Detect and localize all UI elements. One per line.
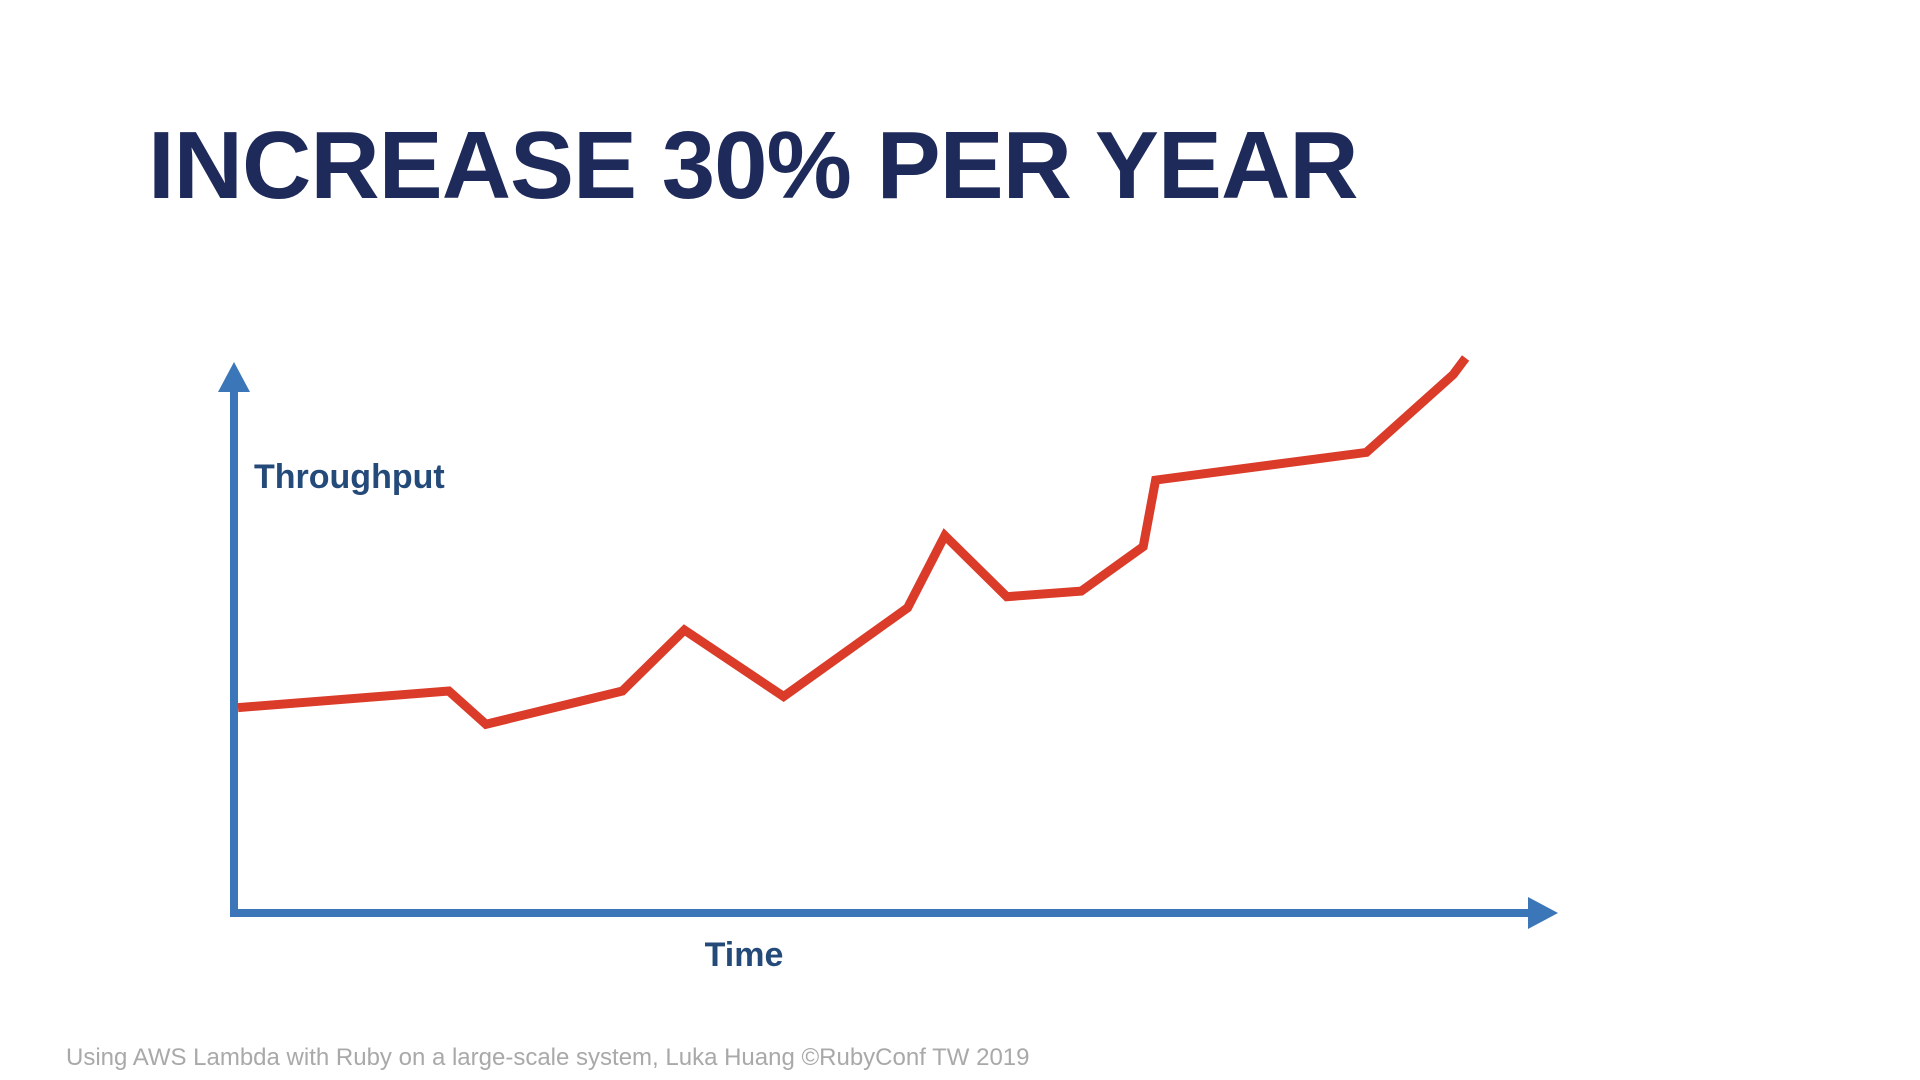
- x-axis-arrowhead: [1528, 897, 1558, 929]
- series-line: [237, 355, 1470, 730]
- y-axis-label: Throughput: [254, 458, 445, 496]
- x-axis-label: Time: [705, 936, 784, 974]
- footer-credit: Using AWS Lambda with Ruby on a large-sc…: [66, 1044, 1030, 1071]
- series-group: [237, 355, 1470, 730]
- slide-title: INCREASE 30% PER YEAR: [148, 112, 1359, 219]
- y-axis-arrowhead: [218, 362, 250, 392]
